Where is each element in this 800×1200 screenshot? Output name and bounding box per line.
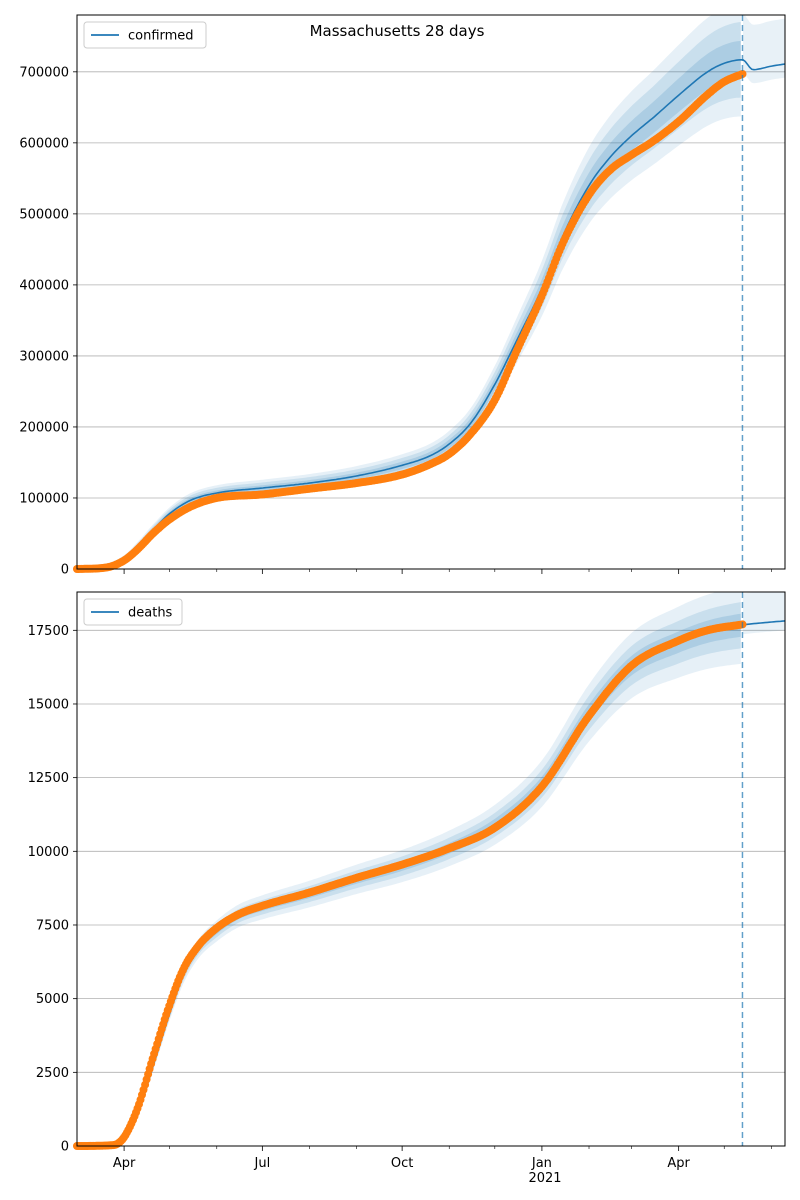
- axes-frame: [76, 14, 786, 570]
- forecast-band: [743, 592, 785, 635]
- y-tick-label: 700000: [19, 65, 69, 80]
- y-tick-label: 12500: [28, 771, 69, 786]
- model-line: [77, 620, 786, 1147]
- y-tick-label: 10000: [28, 845, 69, 860]
- legend-label: confirmed: [128, 29, 194, 44]
- legend: deaths: [83, 598, 183, 626]
- chart-title: Massachusetts 28 days: [310, 22, 485, 40]
- forecast-band: [743, 15, 785, 84]
- y-tick-label: 17500: [28, 624, 69, 639]
- x-tick-label: Jan: [531, 1156, 552, 1171]
- legend: confirmed: [83, 21, 207, 49]
- x-year-label: 2021: [528, 1171, 561, 1186]
- legend-label: deaths: [128, 606, 173, 621]
- y-tick-label: 400000: [19, 278, 69, 293]
- x-tick-label: Apr: [113, 1156, 136, 1171]
- y-tick-label: 300000: [19, 349, 69, 364]
- observed-points: [73, 70, 747, 573]
- uncertainty-band: [77, 22, 741, 569]
- x-tick-label: Jul: [254, 1156, 271, 1171]
- y-tick-label: 500000: [19, 207, 69, 222]
- legend-box: [83, 21, 207, 49]
- uncertainty-band: [77, 40, 741, 569]
- legend-box: [83, 598, 183, 626]
- axes-frame: [76, 591, 786, 1147]
- y-tick-label: 7500: [36, 918, 69, 933]
- y-tick-label: 100000: [19, 491, 69, 506]
- y-tick-label: 15000: [28, 697, 69, 712]
- y-tick-label: 2500: [36, 1066, 69, 1081]
- model-line: [76, 58, 786, 570]
- x-axis: Apr Jul Oct Jan Apr: [113, 1156, 691, 1171]
- uncertainty-band: [77, 15, 741, 569]
- observed-points: [73, 620, 747, 1150]
- observed-point: [738, 70, 747, 78]
- confirmed-panel: 0 100000 200000 300000 400000 500000 600000 700…: [19, 14, 786, 578]
- y-tick-label: 600000: [19, 136, 69, 151]
- y-tick-label: 5000: [36, 992, 69, 1007]
- y-tick-label: 0: [61, 563, 69, 578]
- y-tick-label: 200000: [19, 420, 69, 435]
- x-tick-label: Apr: [667, 1156, 690, 1171]
- deaths-panel: 0 2500 5000 7500 10000 12500 15000 17500 deaths: [28, 591, 786, 1155]
- x-tick-label: Oct: [391, 1156, 413, 1171]
- y-tick-label: 0: [61, 1140, 69, 1155]
